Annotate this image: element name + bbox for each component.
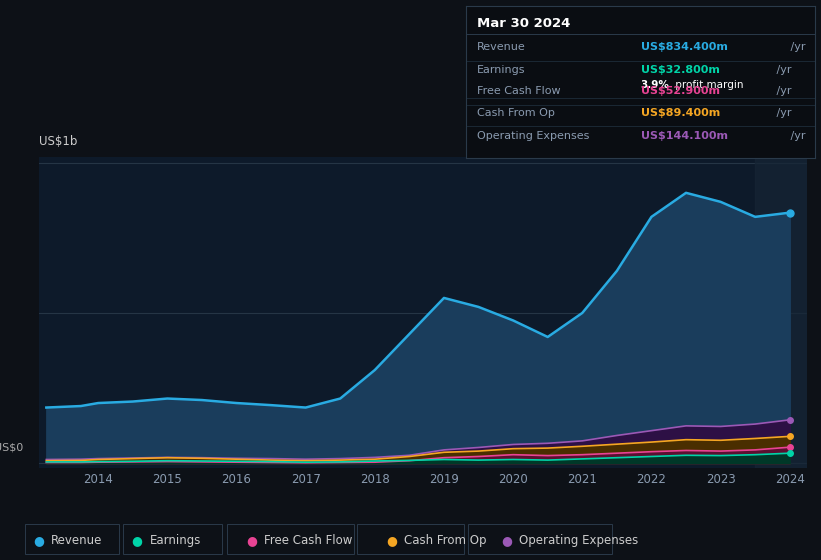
Text: profit margin: profit margin — [672, 81, 744, 90]
Text: Earnings: Earnings — [477, 65, 525, 75]
Text: US$834.400m: US$834.400m — [641, 43, 727, 52]
Text: US$0: US$0 — [0, 443, 23, 453]
Text: Revenue: Revenue — [477, 43, 525, 52]
Text: Free Cash Flow: Free Cash Flow — [264, 534, 353, 547]
Text: ●: ● — [501, 534, 511, 547]
Text: /yr: /yr — [787, 130, 805, 141]
Text: 3.9%: 3.9% — [641, 81, 670, 90]
Text: /yr: /yr — [773, 108, 792, 118]
Text: US$144.100m: US$144.100m — [641, 130, 727, 141]
Text: Cash From Op: Cash From Op — [477, 108, 555, 118]
Text: /yr: /yr — [773, 65, 792, 75]
Text: US$52.900m: US$52.900m — [641, 86, 720, 96]
Text: Earnings: Earnings — [149, 534, 201, 547]
Text: US$1b: US$1b — [39, 136, 78, 148]
Text: ●: ● — [131, 534, 142, 547]
Text: ●: ● — [246, 534, 257, 547]
Text: Mar 30 2024: Mar 30 2024 — [477, 17, 570, 30]
Text: Revenue: Revenue — [51, 534, 103, 547]
Text: US$89.400m: US$89.400m — [641, 108, 720, 118]
Text: Operating Expenses: Operating Expenses — [477, 130, 589, 141]
Text: Free Cash Flow: Free Cash Flow — [477, 86, 561, 96]
Text: /yr: /yr — [773, 86, 792, 96]
Bar — [755, 157, 807, 468]
Text: US$32.800m: US$32.800m — [641, 65, 720, 75]
Text: Cash From Op: Cash From Op — [404, 534, 486, 547]
Text: ●: ● — [386, 534, 397, 547]
Text: /yr: /yr — [787, 43, 805, 52]
Text: Operating Expenses: Operating Expenses — [519, 534, 638, 547]
Text: ●: ● — [33, 534, 44, 547]
